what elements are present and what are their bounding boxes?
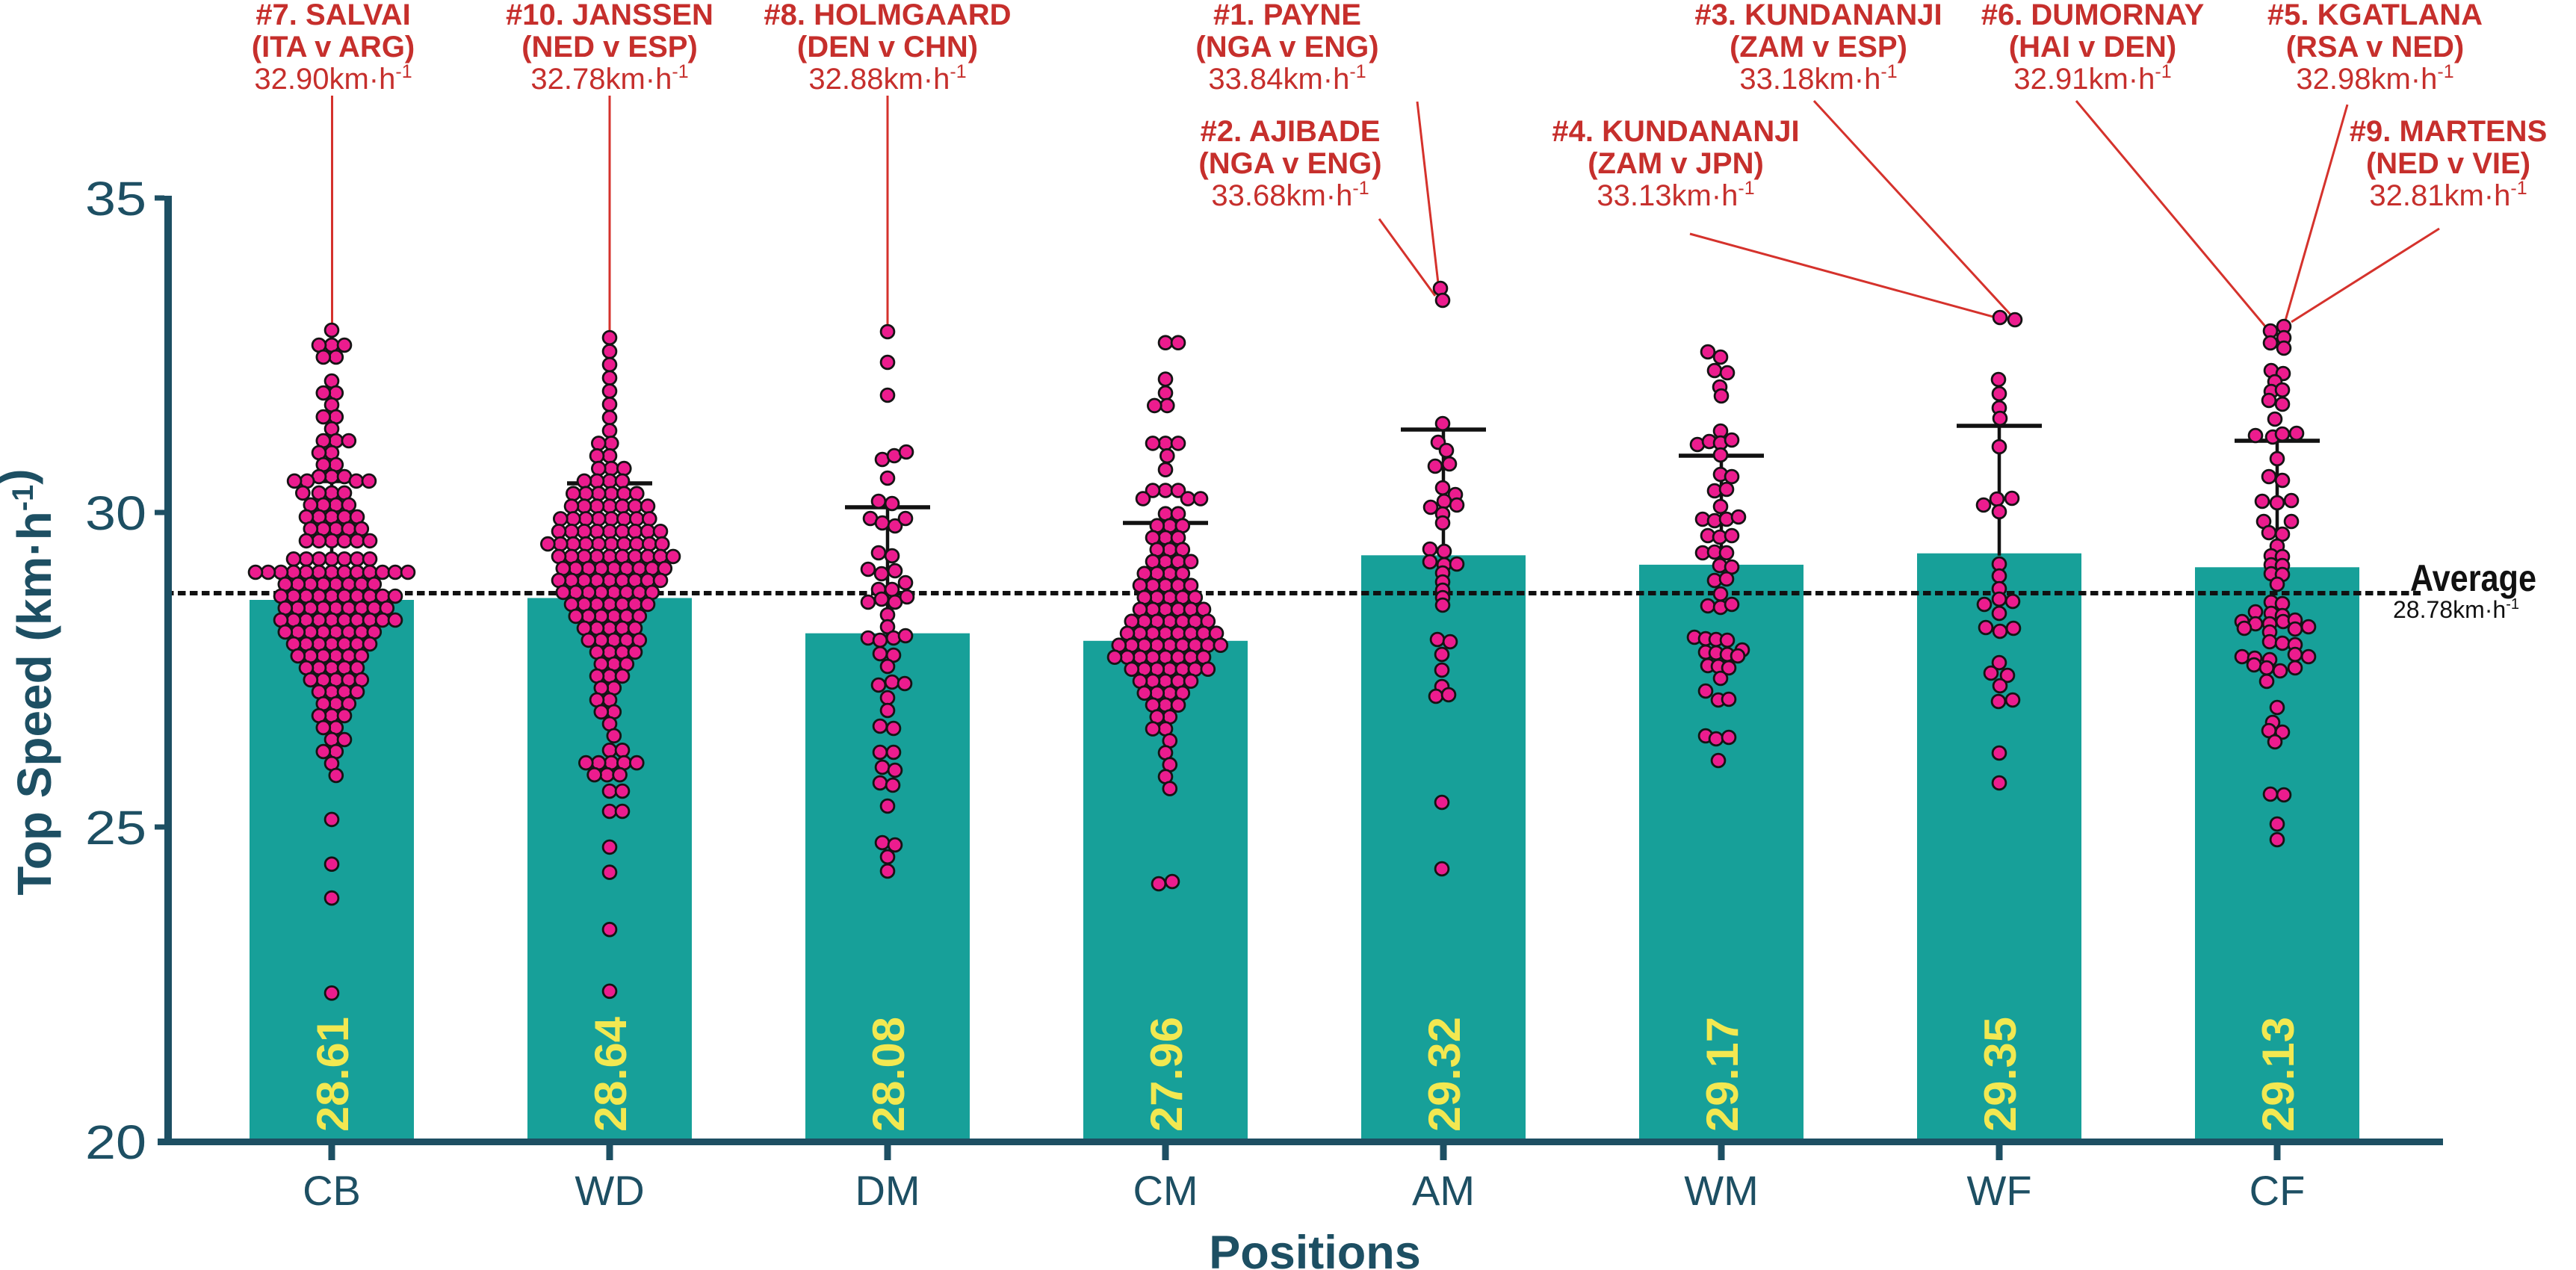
svg-text:#9. MARTENS: #9. MARTENS [2350,115,2548,148]
svg-text:(RSA v NED): (RSA v NED) [2286,31,2465,64]
svg-text:#7. SALVAI: #7. SALVAI [256,0,410,31]
svg-text:#1. PAYNE: #1. PAYNE [1213,0,1361,31]
svg-text:28.78km·h-1: 28.78km·h-1 [2393,596,2519,623]
svg-text:32.98km·h-1: 32.98km·h-1 [2296,61,2453,96]
svg-text:29.13: 29.13 [2253,1017,2303,1132]
svg-text:#5. KGATLANA: #5. KGATLANA [2267,0,2483,31]
svg-text:(NED v VIE): (NED v VIE) [2366,147,2530,180]
svg-text:#6. DUMORNAY: #6. DUMORNAY [1981,0,2205,31]
svg-text:35: 35 [85,172,146,226]
svg-text:33.13km·h-1: 33.13km·h-1 [1597,178,1754,212]
svg-text:WD: WD [575,1167,644,1214]
svg-text:Top Speed (km·h-1): Top Speed (km·h-1) [0,468,61,895]
svg-text:32.91km·h-1: 32.91km·h-1 [2013,61,2171,96]
svg-text:33.68km·h-1: 33.68km·h-1 [1211,178,1369,212]
svg-text:#8. HOLMGAARD: #8. HOLMGAARD [764,0,1011,31]
svg-text:AM: AM [1412,1167,1475,1214]
svg-text:32.88km·h-1: 32.88km·h-1 [808,61,966,96]
svg-text:29.35: 29.35 [1975,1017,2025,1132]
svg-text:(ZAM v JPN): (ZAM v JPN) [1588,147,1764,180]
svg-text:29.17: 29.17 [1697,1017,1747,1132]
svg-text:(HAI v DEN): (HAI v DEN) [2009,31,2176,64]
svg-text:#4. KUNDANANJI: #4. KUNDANANJI [1552,115,1799,148]
svg-text:33.18km·h-1: 33.18km·h-1 [1739,61,1897,96]
svg-text:CF: CF [2250,1167,2306,1214]
svg-text:28.64: 28.64 [586,1016,636,1132]
svg-text:32.78km·h-1: 32.78km·h-1 [530,61,688,96]
svg-text:(NGA v ENG): (NGA v ENG) [1195,31,1378,64]
svg-text:33.84km·h-1: 33.84km·h-1 [1208,61,1366,96]
svg-text:CB: CB [303,1167,361,1214]
svg-text:28.08: 28.08 [864,1017,914,1132]
svg-text:(ZAM v ESP): (ZAM v ESP) [1730,31,1907,64]
svg-text:32.81km·h-1: 32.81km·h-1 [2369,178,2527,212]
svg-text:WM: WM [1684,1167,1759,1214]
svg-text:27.96: 27.96 [1142,1017,1192,1132]
svg-text:WF: WF [1966,1167,2031,1214]
svg-text:29.32: 29.32 [1419,1017,1470,1132]
svg-text:32.90km·h-1: 32.90km·h-1 [254,61,412,96]
svg-text:(NGA v ENG): (NGA v ENG) [1198,147,1381,180]
svg-text:20: 20 [85,1115,146,1169]
svg-text:30: 30 [85,486,146,540]
svg-text:Average: Average [2410,557,2536,599]
svg-text:28.61: 28.61 [308,1017,358,1132]
svg-text:(DEN v CHN): (DEN v CHN) [797,31,978,64]
svg-text:#10. JANSSEN: #10. JANSSEN [506,0,713,31]
svg-text:(NED v ESP): (NED v ESP) [521,31,698,64]
svg-text:Positions: Positions [1209,1227,1421,1270]
svg-text:25: 25 [85,801,146,855]
svg-text:(ITA v ARG): (ITA v ARG) [252,31,415,64]
svg-text:CM: CM [1133,1167,1198,1214]
svg-text:#3. KUNDANANJI: #3. KUNDANANJI [1694,0,1942,31]
svg-text:#2. AJIBADE: #2. AJIBADE [1201,115,1381,148]
svg-text:DM: DM [855,1167,920,1214]
